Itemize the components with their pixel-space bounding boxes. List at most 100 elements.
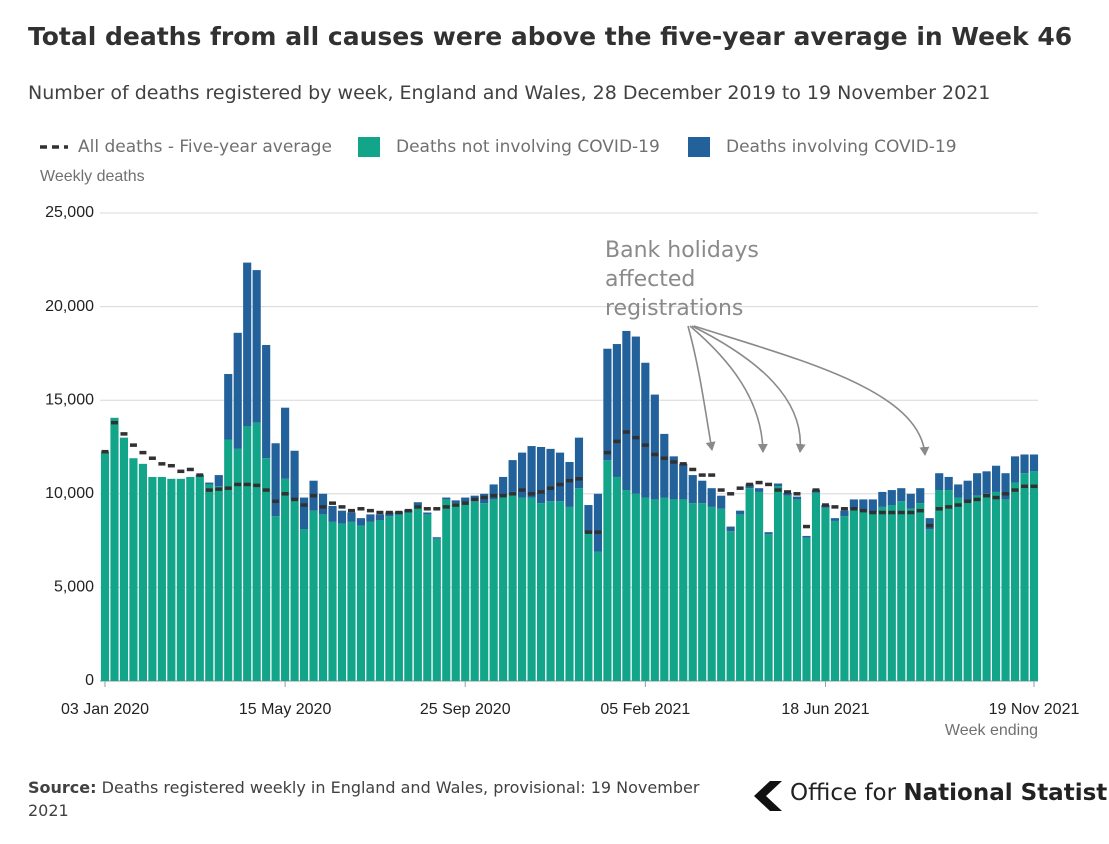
bar	[821, 507, 830, 681]
source-label: Source:	[28, 778, 97, 797]
legend-label: Deaths not involving COVID-19	[396, 137, 660, 157]
bar	[356, 518, 366, 526]
bar	[262, 458, 271, 681]
bar	[100, 451, 110, 681]
bar	[660, 497, 669, 681]
bar	[224, 439, 233, 681]
y-tick-label: 15,000	[45, 391, 94, 408]
bar	[745, 484, 754, 489]
bar	[992, 465, 1001, 492]
bar	[546, 501, 555, 681]
bar	[840, 516, 849, 681]
bar	[328, 505, 337, 522]
bar	[565, 506, 574, 681]
bar	[982, 493, 991, 681]
bar	[745, 488, 754, 681]
bar	[186, 476, 195, 681]
bar	[963, 501, 972, 681]
bar	[906, 508, 915, 681]
annotation: Bank holidays affected registrations	[605, 238, 759, 321]
bar	[167, 478, 176, 681]
bar	[508, 491, 517, 681]
y-tick-label: 0	[85, 672, 94, 689]
logo-bold: National Statistics	[903, 780, 1109, 806]
bar	[792, 499, 802, 681]
bar	[707, 506, 716, 681]
bar	[119, 437, 129, 681]
legend-swatch	[358, 137, 380, 157]
bar	[574, 437, 584, 489]
y-axis-label: Weekly deaths	[40, 168, 145, 185]
bar	[669, 499, 678, 681]
bar	[271, 443, 280, 517]
bar	[489, 484, 498, 500]
bar	[432, 538, 441, 681]
bar	[736, 510, 745, 515]
bar	[138, 463, 147, 681]
bar	[603, 348, 612, 461]
legend: All deaths - Five-year average Deaths not…	[40, 137, 957, 157]
y-tick-label: 20,000	[45, 298, 94, 315]
bar	[584, 505, 593, 534]
legend-label: Deaths involving COVID-19	[726, 137, 957, 157]
bar	[375, 514, 384, 521]
arrow	[691, 325, 806, 453]
bar	[868, 499, 877, 513]
bar	[764, 532, 773, 535]
bar	[1001, 473, 1010, 500]
bar	[726, 531, 735, 681]
bar	[423, 512, 432, 515]
bar	[679, 463, 688, 500]
bar	[318, 493, 328, 515]
bar	[432, 537, 441, 539]
bar	[224, 373, 233, 440]
bar	[546, 448, 555, 502]
bar	[631, 493, 640, 681]
logo: Office for National Statistics	[752, 780, 1109, 806]
bar	[584, 533, 593, 681]
bar	[366, 514, 375, 522]
bar	[337, 510, 347, 524]
bar	[802, 535, 811, 538]
bar	[726, 526, 735, 532]
bar	[935, 490, 944, 681]
x-axis-label: Week ending	[945, 722, 1038, 739]
bar	[944, 476, 953, 491]
bar	[925, 529, 934, 681]
bar	[499, 495, 508, 681]
annotation-arrows	[687, 325, 930, 456]
x-tick-label: 19 Nov 2021	[989, 701, 1080, 718]
bar	[954, 497, 963, 681]
bar	[1010, 482, 1020, 681]
legend-swatch	[688, 137, 710, 157]
bar	[176, 478, 185, 681]
bar	[385, 516, 394, 681]
bar	[1010, 456, 1020, 483]
bar	[233, 448, 242, 681]
bar	[1020, 473, 1029, 681]
legend-label: All deaths - Five-year average	[78, 137, 332, 157]
bar	[385, 512, 394, 517]
bar	[755, 491, 764, 681]
bar	[650, 499, 659, 681]
bar	[555, 501, 565, 681]
bar	[451, 503, 460, 681]
bar	[859, 499, 868, 511]
bar	[243, 262, 252, 427]
bar	[783, 495, 792, 681]
bar	[243, 426, 252, 681]
bar	[603, 460, 612, 681]
bar	[764, 534, 773, 681]
bar	[214, 486, 223, 681]
marks	[100, 262, 1039, 681]
x-tick-label: 05 Feb 2021	[600, 701, 690, 718]
bar	[925, 518, 934, 530]
bar	[442, 499, 451, 681]
bar	[982, 471, 991, 494]
bar	[574, 488, 584, 681]
bar	[1020, 454, 1029, 474]
bar	[281, 478, 290, 681]
bar	[916, 503, 925, 681]
bar	[536, 503, 546, 681]
